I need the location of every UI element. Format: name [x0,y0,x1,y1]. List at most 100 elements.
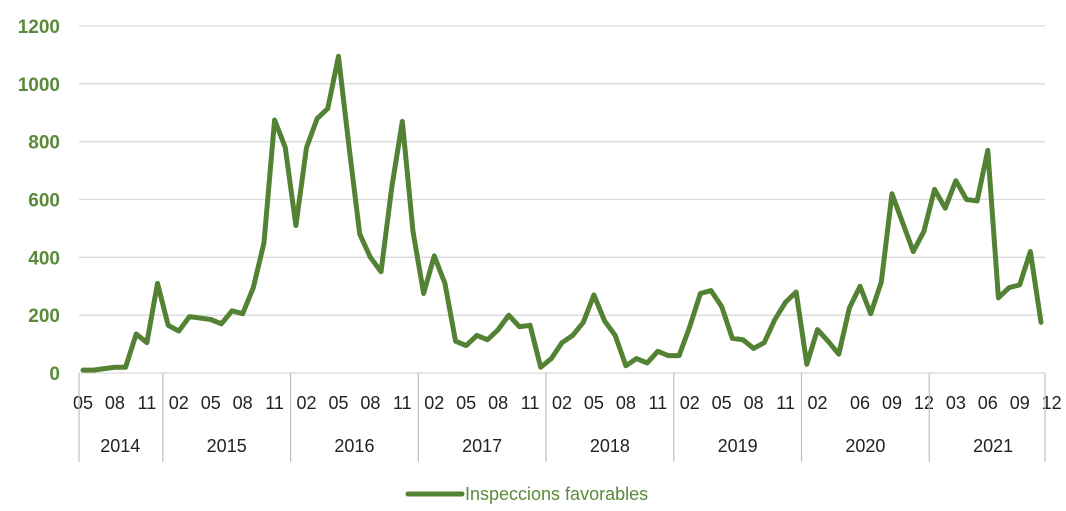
data-point [102,366,107,371]
data-point [709,288,714,293]
data-point [570,333,575,338]
x-year-label: 2018 [590,436,630,456]
data-point [432,253,437,258]
data-point [144,340,149,345]
x-tick-label: 05 [712,393,732,413]
data-point [464,343,469,348]
data-point [134,331,139,336]
data-point [421,291,426,296]
data-point [81,368,85,373]
series-layer [80,53,1044,373]
x-axis: 05 08 11 02 05 08 11 02 05 08 11 02 05 08 11 02 05 08 11 02… [73,373,1062,462]
data-point [932,187,937,192]
data-point [336,54,341,59]
data-point [655,349,660,354]
x-year-label: 2019 [718,436,758,456]
data-point [166,323,171,328]
y-tick-label: 800 [28,133,60,154]
series-line [80,53,1044,373]
data-point [591,292,596,297]
data-point [187,314,192,319]
x-tick-label: 02 [169,393,189,413]
data-point [847,305,852,310]
y-tick-label: 1200 [18,17,60,38]
y-tick-label: 1000 [18,75,60,96]
data-point [719,304,724,309]
data-point [868,311,873,316]
x-tick-label: 08 [233,393,253,413]
y-tick-label: 600 [28,191,60,212]
x-tick-label: 08 [488,393,508,413]
x-year-label: 2015 [207,436,247,456]
x-tick-label: 09 [882,393,902,413]
y-axis-tick-labels: 0 200 400 600 800 1000 1200 [18,17,60,385]
data-point [219,321,224,326]
data-point [230,308,235,313]
data-point [975,198,980,203]
data-point [943,206,948,211]
data-point [826,339,831,344]
data-point [410,229,415,234]
data-point [953,178,958,183]
x-tick-label: 12 [1042,393,1062,413]
x-tick-label: 05 [328,393,348,413]
data-point [155,281,160,286]
data-point [357,232,362,237]
x-tick-label: 02 [680,393,700,413]
data-point [698,291,703,296]
data-point [687,324,692,329]
data-point [858,284,863,289]
data-point [1039,320,1043,325]
x-year-label: 2020 [845,436,885,456]
data-point [442,281,447,286]
x-tick-label: 09 [1010,393,1030,413]
x-tick-label: 06 [850,393,870,413]
x-tick-label: 11 [521,393,540,413]
data-point [304,145,309,150]
data-point [293,223,298,228]
data-point [315,116,320,121]
data-point [666,353,671,358]
x-tick-label: 05 [201,393,221,413]
data-point [740,337,745,342]
data-point [528,323,533,328]
data-point [453,339,458,344]
x-year-label: 2014 [100,436,140,456]
data-point [762,340,767,345]
x-tick-label: 05 [73,393,93,413]
data-point [794,290,799,295]
data-point [645,360,650,365]
data-point [879,279,884,284]
x-tick-label: 08 [616,393,636,413]
data-point [176,329,181,334]
data-point [474,333,479,338]
x-tick-label: 05 [584,393,604,413]
data-point [379,269,384,274]
data-point [1017,282,1022,287]
y-tick-label: 400 [28,248,60,269]
x-tick-label: 02 [297,393,317,413]
data-point [251,285,256,290]
data-point [783,300,788,305]
x-tick-label: 02 [552,393,572,413]
data-point [836,352,841,357]
legend: Inspeccions favorables [405,484,648,504]
data-point [368,255,373,260]
data-point [889,191,894,196]
data-point [1028,249,1033,254]
x-tick-label: 08 [360,393,380,413]
data-point [325,106,330,111]
data-point [623,363,628,368]
x-tick-label: 03 [946,393,966,413]
y-tick-label: 200 [28,306,60,327]
data-point [208,317,213,322]
x-tick-label: 11 [265,393,284,413]
data-point [112,365,117,370]
data-point [634,356,639,361]
data-point [283,145,288,150]
data-point [240,311,245,316]
data-point [198,316,203,321]
data-point [272,117,277,122]
x-tick-label: 11 [393,393,412,413]
